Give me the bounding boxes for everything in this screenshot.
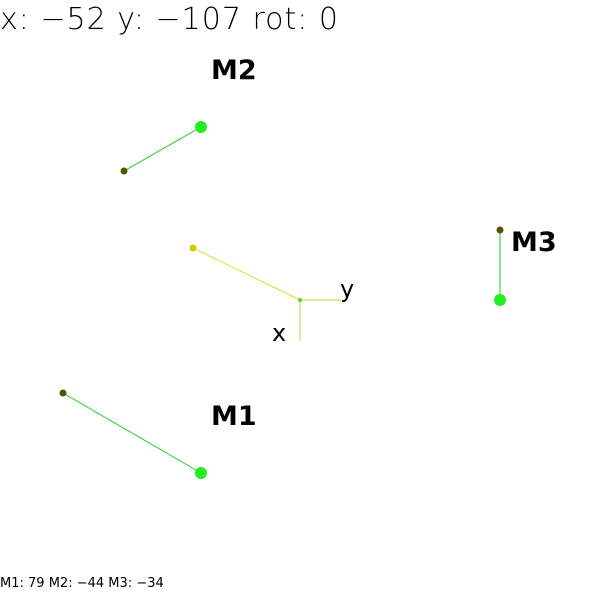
m3-end-dot[interactable] <box>496 226 504 234</box>
footer-m3-value: −34 <box>136 576 164 591</box>
m1-joint-dot[interactable] <box>195 467 207 479</box>
motor-label-m3: M3 <box>511 227 557 258</box>
m2-joint-dot[interactable] <box>195 121 207 133</box>
axis-x-label: x <box>272 319 286 347</box>
readout-y-label: y: <box>117 2 145 37</box>
m1-arm <box>62 392 202 474</box>
footer-m2-name: M2 <box>48 576 69 591</box>
center-arm <box>192 247 301 301</box>
readout-x-label: x: <box>0 2 30 37</box>
footer-m3-name: M3 <box>108 576 128 591</box>
axis-y-label: y <box>340 275 354 303</box>
pose-readout: x: −52 y: −107 rot: 0 <box>0 2 339 38</box>
motor-label-m1: M1 <box>211 401 257 432</box>
m2-end-dot[interactable] <box>120 167 128 175</box>
readout-x-value: −52 <box>40 2 107 37</box>
readout-rot-value: 0 <box>318 2 340 37</box>
center-origin-dot[interactable] <box>298 298 302 302</box>
readout-rot-label: rot: <box>252 2 309 37</box>
motor-label-m2: M2 <box>211 55 257 86</box>
footer-m1-name: M1 <box>0 576 20 591</box>
motor-values-status: M1: 79 M2: −44 M3: −34 <box>0 576 164 591</box>
center-end-dot[interactable] <box>189 244 197 252</box>
footer-m2-value: −44 <box>76 576 105 591</box>
m3-joint-dot[interactable] <box>494 294 506 306</box>
readout-y-value: −107 <box>155 2 242 37</box>
m1-end-dot[interactable] <box>59 389 67 397</box>
footer-m1-value: 79 <box>28 576 45 591</box>
m2-arm <box>123 126 202 172</box>
